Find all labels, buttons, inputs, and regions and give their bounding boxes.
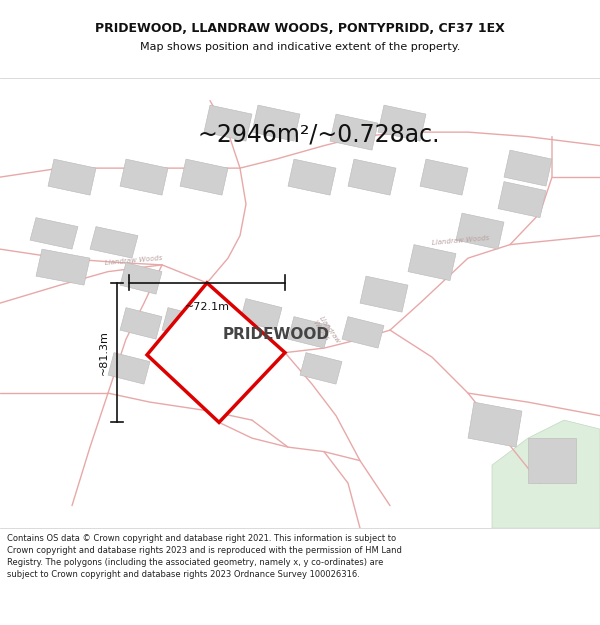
Polygon shape: [342, 317, 384, 348]
Polygon shape: [120, 262, 162, 294]
Polygon shape: [162, 308, 204, 339]
Polygon shape: [192, 339, 234, 371]
Polygon shape: [120, 308, 162, 339]
Polygon shape: [408, 244, 456, 281]
Polygon shape: [252, 105, 300, 141]
Text: Contains OS data © Crown copyright and database right 2021. This information is : Contains OS data © Crown copyright and d…: [7, 534, 402, 579]
Polygon shape: [120, 159, 168, 195]
Polygon shape: [420, 159, 468, 195]
Polygon shape: [378, 105, 426, 141]
Text: PRIDEWOOD: PRIDEWOOD: [223, 327, 329, 342]
Polygon shape: [360, 276, 408, 312]
Text: ~72.1m: ~72.1m: [185, 302, 229, 312]
Polygon shape: [288, 317, 330, 348]
Bar: [0, 528, 600, 625]
Polygon shape: [300, 352, 342, 384]
Text: PRIDEWOOD, LLANDRAW WOODS, PONTYPRIDD, CF37 1EX: PRIDEWOOD, LLANDRAW WOODS, PONTYPRIDD, C…: [95, 22, 505, 34]
Polygon shape: [240, 299, 282, 330]
Polygon shape: [36, 249, 90, 285]
Polygon shape: [147, 283, 285, 422]
Polygon shape: [492, 420, 600, 528]
Polygon shape: [180, 159, 228, 195]
Polygon shape: [288, 159, 336, 195]
Text: ~81.3m: ~81.3m: [99, 330, 109, 375]
Polygon shape: [90, 227, 138, 258]
Polygon shape: [108, 352, 150, 384]
Bar: [0, 0, 600, 78]
Polygon shape: [30, 217, 78, 249]
Polygon shape: [48, 159, 96, 195]
Text: Llandraw
Woods: Llandraw Woods: [312, 316, 341, 349]
Polygon shape: [504, 150, 552, 186]
Text: Llandraw Woods: Llandraw Woods: [105, 255, 163, 266]
Text: ~2946m²/~0.728ac.: ~2946m²/~0.728ac.: [198, 122, 440, 146]
Polygon shape: [330, 114, 378, 150]
Text: Map shows position and indicative extent of the property.: Map shows position and indicative extent…: [140, 42, 460, 52]
Polygon shape: [498, 182, 546, 218]
Polygon shape: [348, 159, 396, 195]
Text: Llandraw Woods: Llandraw Woods: [432, 234, 490, 246]
Polygon shape: [456, 213, 504, 249]
Polygon shape: [468, 402, 522, 447]
Polygon shape: [528, 438, 576, 483]
Polygon shape: [204, 105, 252, 141]
